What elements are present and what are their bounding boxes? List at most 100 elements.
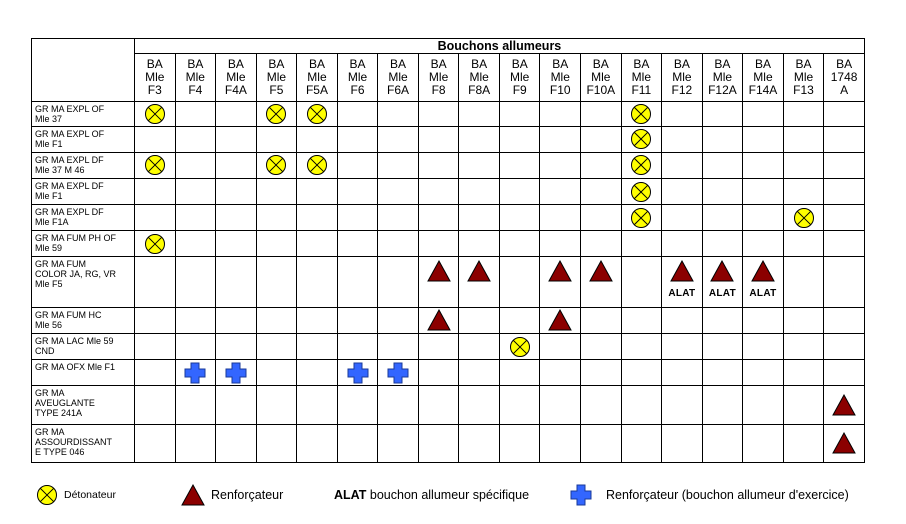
column-header: BA Mle F4 (174, 53, 217, 103)
table-cell (174, 332, 217, 361)
row-header-line: Mle F1 (35, 138, 63, 149)
column-header-line: Mle (469, 70, 489, 85)
column-header-line: Mle (145, 70, 165, 85)
row-header-line: GR MA LAC Mle 59 (35, 335, 114, 346)
table-cell (458, 359, 500, 387)
renforcateur-exercice-icon (225, 362, 247, 384)
column-header-line: BA (227, 57, 244, 72)
renforcateur-icon (588, 260, 613, 282)
table-row: GR MA EXPL DF Mle F1A (31, 204, 865, 232)
table-cell (620, 125, 663, 153)
table-cell (174, 177, 217, 206)
table-cell (742, 151, 784, 179)
row-header-line: Mle 37 M 46 (35, 164, 85, 175)
table-cell (742, 359, 784, 387)
table-cell (134, 256, 176, 308)
table-row: GR MA EXPL DF Mle F1 (31, 177, 865, 206)
table-cell (377, 177, 419, 206)
column-header-line: BA (714, 57, 731, 72)
column-header-line: Mle (591, 70, 611, 85)
renforcateur-icon (710, 260, 735, 282)
table-cell (296, 151, 338, 179)
table-cell (134, 306, 176, 334)
table-row: GR MA AVEUGLANTE TYPE 241A (31, 385, 865, 425)
table-cell (336, 423, 379, 464)
column-header: BA Mle F5 (255, 53, 298, 103)
table-cell (498, 332, 541, 361)
table-cell (255, 125, 298, 153)
table-cell (296, 332, 338, 361)
legend-alat-label: bouchon allumeur spécifique (369, 488, 530, 502)
row-header: GR MA LAC Mle 59 CND (31, 332, 135, 361)
renforcateur-icon (832, 393, 856, 416)
table-cell (661, 306, 703, 334)
detonateur-icon (631, 129, 652, 150)
row-header-line: Mle 37 (35, 114, 63, 125)
row-header: GR MA ASSOURDISSANT E TYPE 046 (31, 423, 135, 464)
column-header-line: BA (187, 57, 204, 72)
table-cell (498, 256, 541, 308)
table-cell (336, 256, 379, 308)
column-header-line: BA (511, 57, 528, 72)
table-cell (134, 125, 176, 153)
alat-label: ALAT (708, 288, 736, 300)
table-cell (580, 177, 622, 206)
table-cell (417, 332, 460, 361)
table-cell (255, 230, 298, 258)
table-cell (255, 332, 298, 361)
table-cell (255, 385, 298, 425)
table-cell (417, 256, 460, 308)
table-cell (742, 101, 784, 127)
table-cell (134, 101, 176, 127)
table-cell (742, 385, 784, 425)
row-header-line: Mle F5 (35, 279, 63, 290)
column-header-line: F13 (793, 83, 814, 98)
table-cell (580, 385, 622, 425)
table-row: GR MA FUM PH OF Mle 59 (31, 230, 865, 258)
column-header-line: F8 (431, 83, 446, 98)
table-cell (742, 204, 784, 232)
table-cell (417, 385, 460, 425)
table-cell (296, 359, 338, 387)
table-cell (498, 177, 541, 206)
row-header-line: GR MA EXPL OF (35, 128, 105, 139)
table-cell (255, 306, 298, 334)
table-cell (458, 423, 500, 464)
column-header: BA Mle F5A (296, 53, 338, 103)
table-cell (215, 359, 257, 387)
table-cell (539, 359, 582, 387)
table-cell (823, 125, 865, 153)
table-cell (620, 256, 663, 308)
table-cell (174, 230, 217, 258)
table-cell (458, 151, 500, 179)
table-cell (580, 101, 622, 127)
table-cell (377, 332, 419, 361)
detonateur-icon (793, 207, 814, 228)
table-cell (580, 230, 622, 258)
table-cell (377, 151, 419, 179)
column-header-line: 1748 (830, 70, 858, 85)
table-cell (742, 230, 784, 258)
table-cell (539, 125, 582, 153)
column-header-line: BA (390, 57, 407, 72)
alat-label: ALAT (749, 288, 777, 300)
column-header-line: F12 (671, 83, 693, 98)
group-header-row: Bouchons allumeurs (31, 37, 865, 103)
table-cell (823, 256, 865, 308)
table-cell (255, 151, 298, 179)
table-cell (215, 332, 257, 361)
table-cell (701, 151, 744, 179)
column-header-line: F9 (512, 83, 527, 98)
corner-cell (31, 37, 135, 103)
row-header-line: Mle 59 (35, 243, 63, 254)
column-header-line: A (840, 83, 849, 98)
table-cell (336, 230, 379, 258)
row-header-line: Mle 56 (35, 319, 63, 330)
table-cell (782, 423, 825, 464)
table-row: GR MA ASSOURDISSANT E TYPE 046 (31, 423, 865, 464)
row-header: GR MA EXPL DF Mle 37 M 46 (31, 151, 135, 179)
table-cell (215, 204, 257, 232)
table-cell (661, 230, 703, 258)
table-cell (742, 306, 784, 334)
column-header: BA Mle F4A (215, 53, 257, 103)
